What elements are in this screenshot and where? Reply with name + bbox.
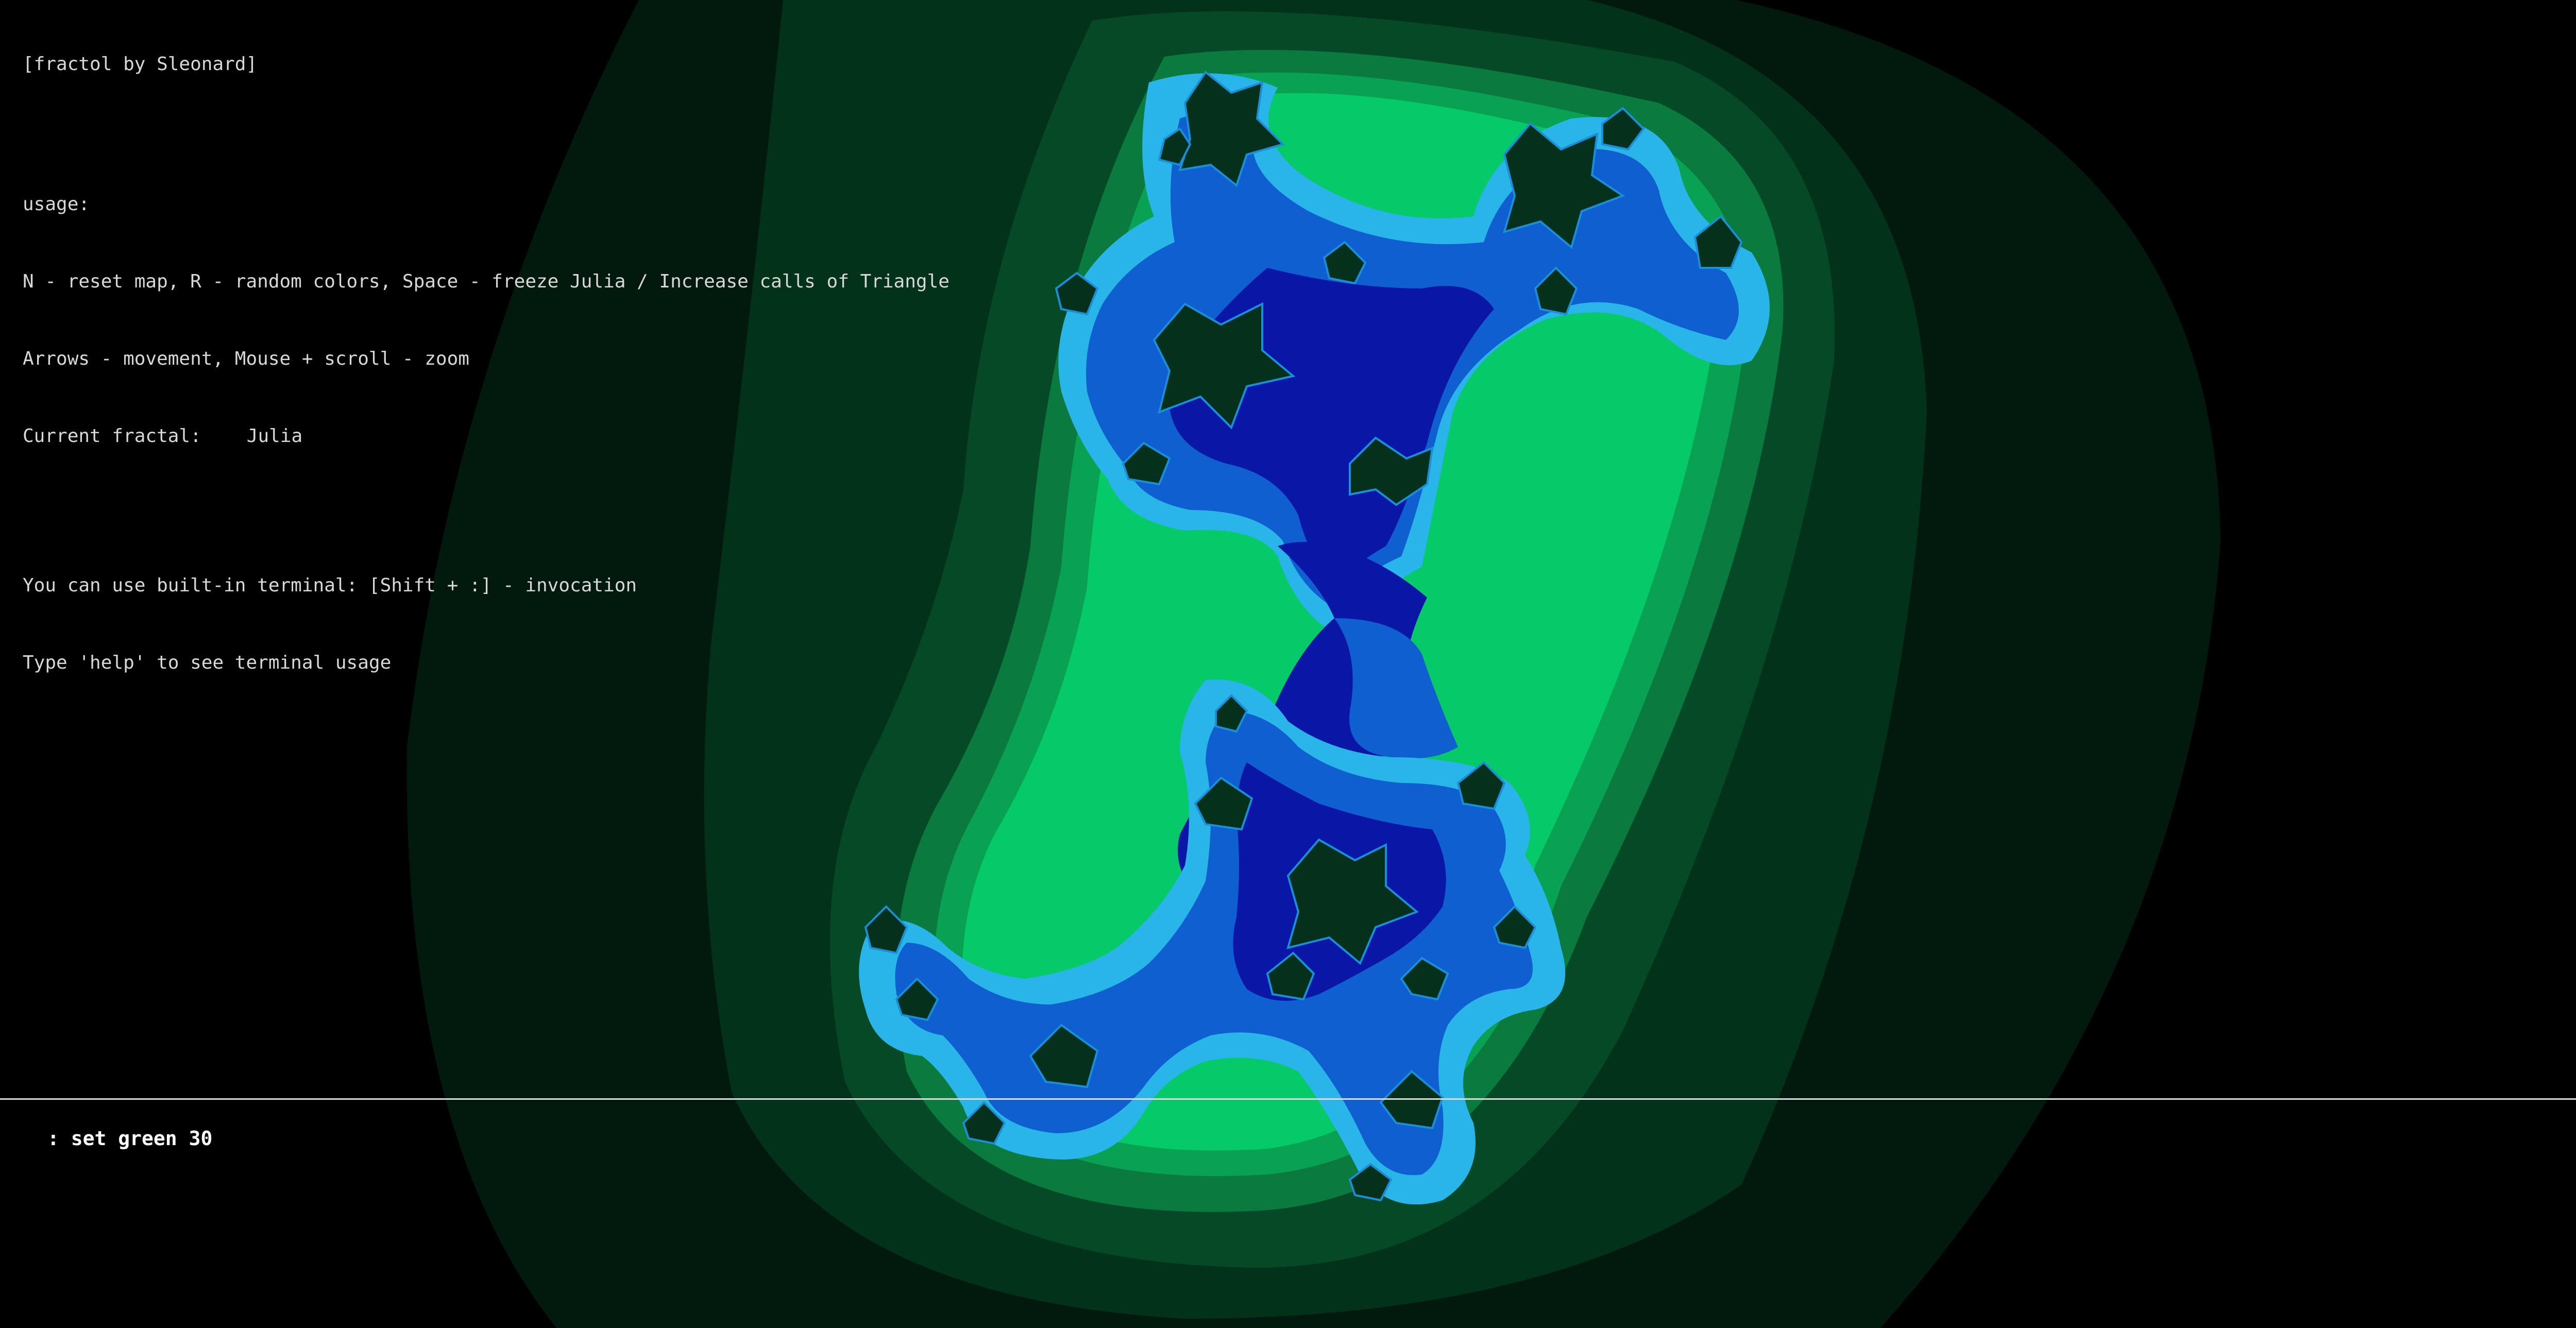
usage-keys-line: N - reset map, R - random colors, Space …: [23, 271, 950, 292]
app-title: [fractol by Sleonard]: [23, 54, 258, 75]
terminal-hint: You can use built-in terminal: [Shift + …: [23, 575, 637, 596]
usage-nav-line: Arrows - movement, Mouse + scroll - zoom: [23, 348, 469, 369]
fractal-filigree: [864, 71, 1743, 1202]
terminal-divider: [0, 1098, 2576, 1100]
terminal-input[interactable]: : set green 30: [47, 1127, 212, 1150]
current-fractal-label: Current fractal:: [23, 425, 201, 447]
current-fractal-value: Julia: [246, 425, 303, 447]
terminal-help-hint: Type 'help' to see terminal usage: [23, 652, 392, 673]
usage-heading: usage:: [23, 194, 90, 215]
help-overlay: [fractol by Sleonard] usage: N - reset m…: [23, 0, 950, 702]
terminal-prompt-symbol: :: [47, 1127, 59, 1150]
current-fractal-line: Current fractal: Julia: [23, 423, 950, 449]
terminal-command-text: set green 30: [71, 1127, 213, 1150]
